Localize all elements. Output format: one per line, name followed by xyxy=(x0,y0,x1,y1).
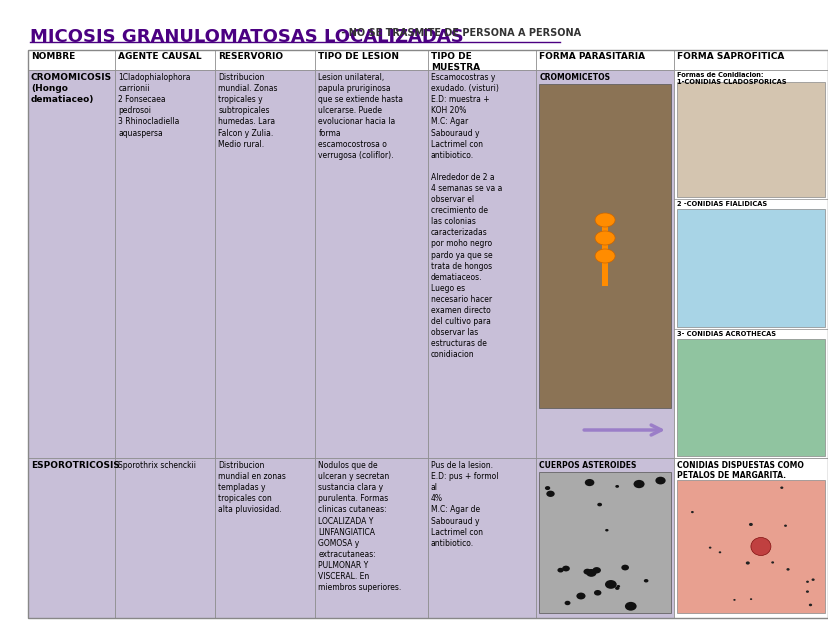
Ellipse shape xyxy=(593,590,600,596)
Bar xyxy=(315,458,427,618)
Ellipse shape xyxy=(620,564,628,570)
Ellipse shape xyxy=(604,580,616,589)
Text: TIPO DE LESION: TIPO DE LESION xyxy=(318,52,399,61)
Bar xyxy=(676,339,824,456)
Ellipse shape xyxy=(808,604,811,606)
Bar xyxy=(28,50,827,618)
Text: CROMOMICETOS: CROMOMICETOS xyxy=(539,73,609,82)
Text: - NO SE TRASMITE DE PERSONA A PERSONA: - NO SE TRASMITE DE PERSONA A PERSONA xyxy=(338,28,580,38)
Ellipse shape xyxy=(575,593,585,600)
Ellipse shape xyxy=(556,568,563,573)
Bar xyxy=(673,70,827,458)
Text: Pus de la lesion.
E.D: pus + formol
al
4%
M.C: Agar de
Sabouraud y
Lactrimel con: Pus de la lesion. E.D: pus + formol al 4… xyxy=(431,461,498,548)
Ellipse shape xyxy=(561,566,569,572)
Ellipse shape xyxy=(770,561,773,564)
Text: TIPO DE
MUESTRA: TIPO DE MUESTRA xyxy=(431,52,479,72)
Text: CUERPOS ASTEROIDES: CUERPOS ASTEROIDES xyxy=(539,461,636,470)
Text: 2 -CONIDIAS FIALIDICAS: 2 -CONIDIAS FIALIDICAS xyxy=(676,202,766,207)
Ellipse shape xyxy=(690,511,693,513)
Ellipse shape xyxy=(564,601,570,605)
Ellipse shape xyxy=(748,523,752,526)
Ellipse shape xyxy=(546,491,554,497)
Ellipse shape xyxy=(584,479,594,486)
Bar xyxy=(536,50,673,70)
Ellipse shape xyxy=(614,485,619,488)
Bar xyxy=(539,84,670,408)
Bar xyxy=(115,458,215,618)
Bar xyxy=(601,216,608,286)
Text: RESERVORIO: RESERVORIO xyxy=(219,52,283,61)
Bar xyxy=(215,458,315,618)
Text: CROMOMICOSIS
(Hongo
dematiaceo): CROMOMICOSIS (Hongo dematiaceo) xyxy=(31,73,112,104)
Ellipse shape xyxy=(749,598,751,600)
Ellipse shape xyxy=(596,503,601,506)
Bar xyxy=(215,50,315,70)
Text: CONIDIAS DISPUESTAS COMO
PETALOS DE MARGARITA.: CONIDIAS DISPUESTAS COMO PETALOS DE MARG… xyxy=(676,461,802,481)
Ellipse shape xyxy=(614,587,619,590)
Bar xyxy=(28,70,115,458)
Bar xyxy=(427,458,536,618)
Text: Nodulos que de
ulceran y secretan
sustancia clara y
purulenta. Formas
clinicas c: Nodulos que de ulceran y secretan sustan… xyxy=(318,461,402,592)
Ellipse shape xyxy=(708,547,710,548)
Bar xyxy=(676,480,824,613)
Bar xyxy=(673,458,827,618)
Text: AGENTE CAUSAL: AGENTE CAUSAL xyxy=(118,52,202,61)
Ellipse shape xyxy=(604,529,608,531)
Text: 3- CONIDIAS ACROTHECAS: 3- CONIDIAS ACROTHECAS xyxy=(676,331,775,337)
Ellipse shape xyxy=(718,551,720,554)
Bar xyxy=(676,82,824,197)
Ellipse shape xyxy=(805,580,808,583)
Text: ESPOROTRICOSIS: ESPOROTRICOSIS xyxy=(31,461,120,470)
Bar xyxy=(28,458,115,618)
Ellipse shape xyxy=(805,590,808,593)
Text: Formas de Conidiacion:
1-CONIDIAS CLADOSPORICAS: Formas de Conidiacion: 1-CONIDIAS CLADOS… xyxy=(676,72,786,85)
Text: FORMA SAPROFITICA: FORMA SAPROFITICA xyxy=(676,52,783,61)
Text: Sporothrix schenckii: Sporothrix schenckii xyxy=(118,461,196,470)
Ellipse shape xyxy=(783,525,786,527)
Bar xyxy=(115,70,215,458)
Bar xyxy=(315,70,427,458)
Ellipse shape xyxy=(585,569,596,577)
Bar xyxy=(673,50,827,70)
Bar xyxy=(536,70,673,458)
Text: Lesion unilateral,
papula pruriginosa
que se extiende hasta
ulcerarse. Puede
evo: Lesion unilateral, papula pruriginosa qu… xyxy=(318,73,403,160)
Text: MICOSIS GRANULOMATOSAS LOCALIZADAS: MICOSIS GRANULOMATOSAS LOCALIZADAS xyxy=(30,28,463,46)
Ellipse shape xyxy=(595,213,614,227)
Text: Distribucion
mundial en zonas
templadas y
tropicales con
alta pluviosidad.: Distribucion mundial en zonas templadas … xyxy=(219,461,286,515)
Ellipse shape xyxy=(655,477,665,484)
Ellipse shape xyxy=(643,579,647,582)
Ellipse shape xyxy=(633,480,644,488)
Text: FORMA PARASITARIA: FORMA PARASITARIA xyxy=(539,52,645,61)
Bar xyxy=(536,458,673,618)
Ellipse shape xyxy=(595,231,614,245)
Ellipse shape xyxy=(592,567,600,573)
Ellipse shape xyxy=(583,569,590,575)
Ellipse shape xyxy=(616,585,619,588)
Bar xyxy=(427,70,536,458)
Ellipse shape xyxy=(786,568,789,571)
Text: 1Cladophialophora
carrionii
2 Fonsecaea
pedrosoi
3 Rhinocladiella
aquaspersa: 1Cladophialophora carrionii 2 Fonsecaea … xyxy=(118,73,190,138)
Ellipse shape xyxy=(811,579,814,581)
Bar xyxy=(28,50,115,70)
Ellipse shape xyxy=(779,486,782,489)
Ellipse shape xyxy=(544,486,550,490)
Bar xyxy=(427,50,536,70)
Ellipse shape xyxy=(595,249,614,263)
Text: Escamocostras y
exudado. (visturi)
E.D: muestra +
KOH 20%
M.C: Agar
Sabouraud y
: Escamocostras y exudado. (visturi) E.D: … xyxy=(431,73,502,360)
Ellipse shape xyxy=(733,599,734,601)
Text: Distribucion
mundial. Zonas
tropicales y
subtropicales
humedas. Lara
Falcon y Zu: Distribucion mundial. Zonas tropicales y… xyxy=(219,73,277,148)
Ellipse shape xyxy=(624,602,636,611)
Ellipse shape xyxy=(745,561,749,564)
Bar xyxy=(315,50,427,70)
Bar xyxy=(115,50,215,70)
Ellipse shape xyxy=(750,538,770,556)
Bar xyxy=(539,472,670,613)
Bar xyxy=(215,70,315,458)
Bar xyxy=(676,209,824,326)
Text: NOMBRE: NOMBRE xyxy=(31,52,75,61)
